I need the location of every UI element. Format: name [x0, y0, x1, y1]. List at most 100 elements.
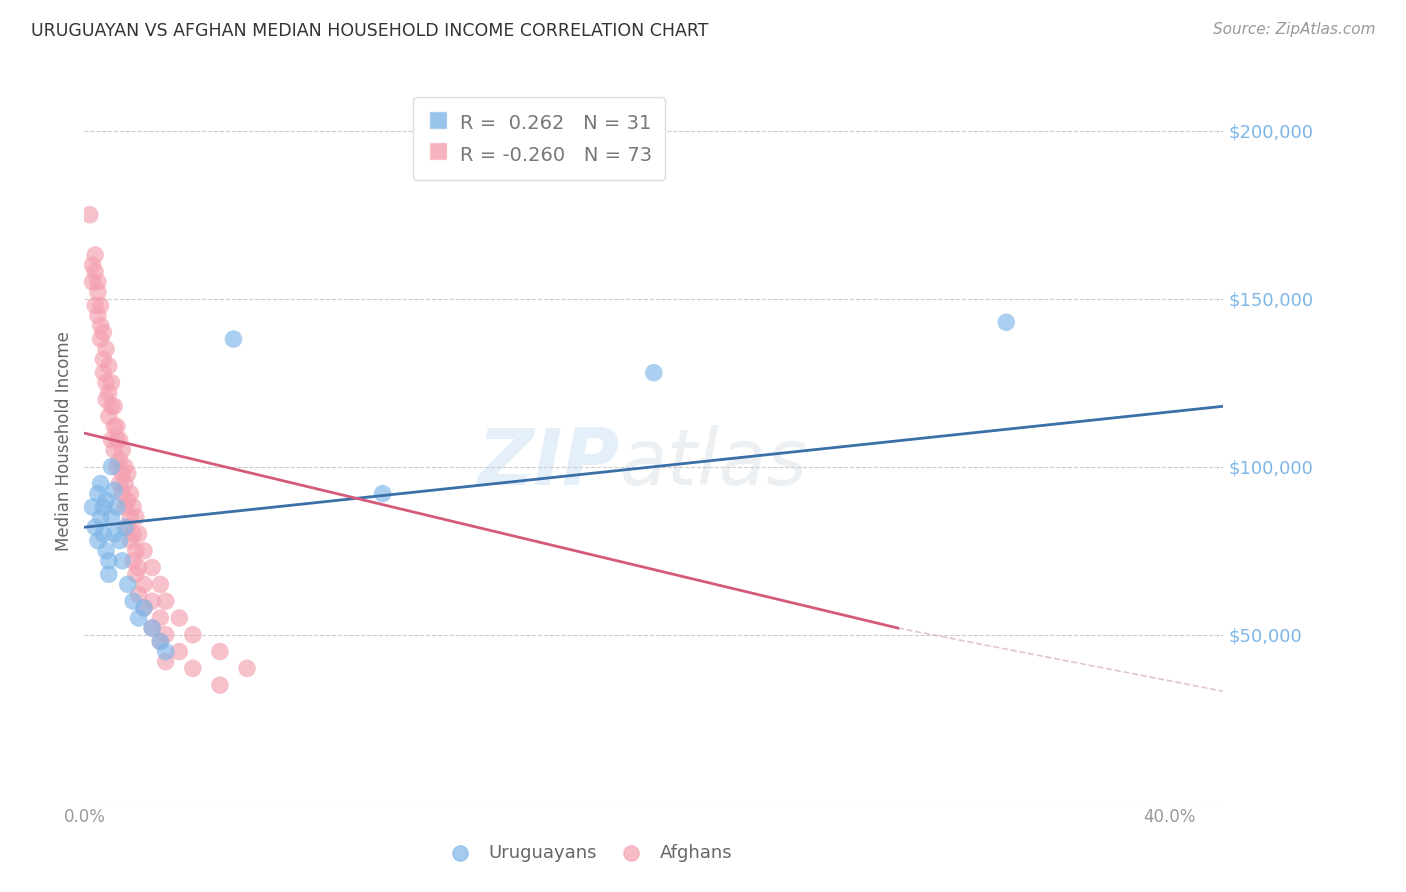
Point — [93, 352, 115, 367]
Point — [111, 486, 134, 500]
Point — [132, 543, 155, 558]
Point — [108, 476, 131, 491]
Point — [105, 500, 128, 514]
Point — [93, 500, 115, 514]
Point — [155, 594, 177, 608]
Point — [149, 634, 172, 648]
Point — [169, 611, 191, 625]
Point — [100, 459, 122, 474]
Point — [103, 399, 125, 413]
Point — [84, 298, 107, 312]
Point — [181, 628, 204, 642]
Point — [87, 285, 110, 299]
Point — [87, 486, 110, 500]
Legend: R =  0.262   N = 31, R = -0.260   N = 73: R = 0.262 N = 31, R = -0.260 N = 73 — [413, 97, 665, 179]
Point — [100, 433, 122, 447]
Point — [120, 486, 142, 500]
Point — [93, 326, 115, 340]
Point — [97, 567, 120, 582]
Point — [82, 500, 104, 514]
Point — [208, 678, 231, 692]
Point — [108, 453, 131, 467]
Point — [90, 510, 112, 524]
Point — [93, 366, 115, 380]
Point — [132, 577, 155, 591]
Point — [105, 433, 128, 447]
Point — [87, 533, 110, 548]
Point — [84, 248, 107, 262]
Point — [79, 208, 101, 222]
Point — [128, 560, 150, 574]
Point — [1375, 796, 1398, 810]
Point — [236, 661, 259, 675]
Point — [90, 318, 112, 333]
Point — [132, 600, 155, 615]
Point — [94, 543, 117, 558]
Point — [114, 520, 136, 534]
Point — [97, 554, 120, 568]
Point — [105, 459, 128, 474]
Point — [128, 527, 150, 541]
Point — [141, 621, 163, 635]
Point — [87, 309, 110, 323]
Point — [117, 520, 139, 534]
Point — [122, 500, 145, 514]
Point — [643, 366, 665, 380]
Point — [100, 510, 122, 524]
Point — [111, 442, 134, 457]
Point — [149, 611, 172, 625]
Point — [128, 587, 150, 601]
Y-axis label: Median Household Income: Median Household Income — [55, 332, 73, 551]
Point — [155, 644, 177, 658]
Point — [122, 594, 145, 608]
Point — [97, 385, 120, 400]
Point — [100, 399, 122, 413]
Point — [111, 554, 134, 568]
Point — [103, 527, 125, 541]
Text: Source: ZipAtlas.com: Source: ZipAtlas.com — [1212, 22, 1375, 37]
Point — [222, 332, 245, 346]
Point — [94, 392, 117, 407]
Point — [103, 483, 125, 498]
Point — [169, 644, 191, 658]
Point — [122, 554, 145, 568]
Point — [114, 500, 136, 514]
Point — [90, 298, 112, 312]
Point — [90, 476, 112, 491]
Point — [149, 577, 172, 591]
Point — [103, 442, 125, 457]
Point — [155, 628, 177, 642]
Point — [100, 376, 122, 390]
Point — [108, 533, 131, 548]
Point — [93, 527, 115, 541]
Point — [120, 533, 142, 548]
Text: atlas: atlas — [620, 425, 807, 501]
Point — [995, 315, 1018, 329]
Point — [84, 520, 107, 534]
Point — [117, 493, 139, 508]
Point — [97, 409, 120, 424]
Point — [87, 275, 110, 289]
Point — [117, 467, 139, 481]
Point — [111, 467, 134, 481]
Point — [105, 419, 128, 434]
Point — [94, 342, 117, 356]
Point — [208, 644, 231, 658]
Point — [128, 611, 150, 625]
Point — [82, 258, 104, 272]
Point — [155, 655, 177, 669]
Point — [84, 265, 107, 279]
Text: URUGUAYAN VS AFGHAN MEDIAN HOUSEHOLD INCOME CORRELATION CHART: URUGUAYAN VS AFGHAN MEDIAN HOUSEHOLD INC… — [31, 22, 709, 40]
Point — [132, 600, 155, 615]
Point — [108, 433, 131, 447]
Point — [94, 493, 117, 508]
Point — [114, 476, 136, 491]
Text: Uruguayans: Uruguayans — [489, 845, 598, 863]
Point — [90, 332, 112, 346]
Text: ZIP: ZIP — [478, 425, 620, 501]
Point — [141, 594, 163, 608]
Point — [94, 376, 117, 390]
Point — [114, 459, 136, 474]
Point — [82, 275, 104, 289]
Point — [149, 634, 172, 648]
